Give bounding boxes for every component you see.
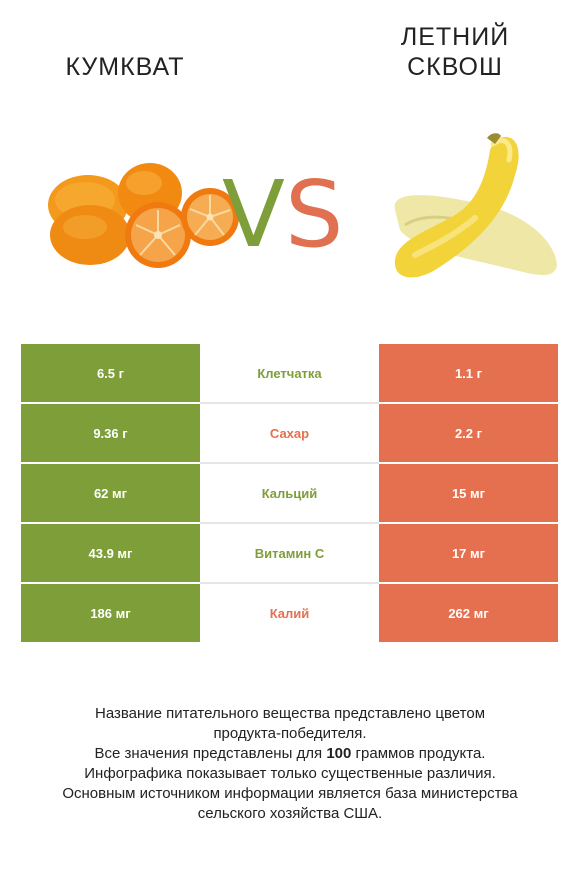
vs-label: VS — [222, 165, 343, 265]
nutrient-label: Клетчатка — [200, 344, 379, 403]
left-product-title: КУМКВАТ — [65, 53, 185, 81]
table-row: 9.36 г Сахар 2.2 г — [21, 402, 558, 463]
nutrient-label: Калий — [200, 582, 379, 642]
right-product-title: ЛЕТНИЙ СКВОШ — [365, 22, 545, 82]
left-value: 186 мг — [21, 582, 200, 642]
right-product-title-line2: СКВОШ — [407, 53, 503, 81]
table-row: 43.9 мг Витамин C 17 мг — [21, 522, 558, 583]
kumquat-image — [48, 163, 239, 268]
footer-line: сельского хозяйства США. — [197, 805, 383, 822]
footer-line: Основным источником информации является … — [62, 785, 518, 802]
nutrient-label: Кальций — [200, 462, 379, 523]
summer-squash-image — [394, 133, 557, 278]
footer-text: Все значения представлены для — [94, 745, 327, 762]
comparison-table: 6.5 г Клетчатка 1.1 г 9.36 г Сахар 2.2 г… — [21, 344, 558, 642]
right-value: 1.1 г — [379, 344, 558, 403]
footer-line: Все значения представлены для 100 граммо… — [20, 744, 560, 764]
footer-line: Инфографика показывает только существенн… — [84, 765, 496, 782]
table-row: 186 мг Калий 262 мг — [21, 582, 558, 642]
nutrient-label: Сахар — [200, 402, 379, 463]
footer-note: Название питательного вещества представл… — [20, 704, 560, 824]
footer-bold-value: 100 — [326, 745, 352, 762]
left-value: 9.36 г — [21, 402, 200, 463]
table-row: 62 мг Кальций 15 мг — [21, 462, 558, 523]
right-value: 2.2 г — [379, 402, 558, 463]
footer-line: Название питательного вещества представл… — [94, 705, 486, 722]
nutrient-label: Витамин C — [200, 522, 379, 583]
left-value: 62 мг — [21, 462, 200, 523]
left-value: 6.5 г — [21, 344, 200, 403]
footer-text: граммов продукта. — [351, 745, 486, 762]
vs-v: V — [222, 161, 285, 268]
table-row: 6.5 г Клетчатка 1.1 г — [21, 344, 558, 403]
right-value: 15 мг — [379, 462, 558, 523]
right-value: 262 мг — [379, 582, 558, 642]
right-product-title-line1: ЛЕТНИЙ — [400, 23, 510, 51]
left-value: 43.9 мг — [21, 522, 200, 583]
footer-line: продукта-победителя. — [213, 725, 367, 742]
right-value: 17 мг — [379, 522, 558, 583]
vs-s: S — [284, 161, 344, 268]
